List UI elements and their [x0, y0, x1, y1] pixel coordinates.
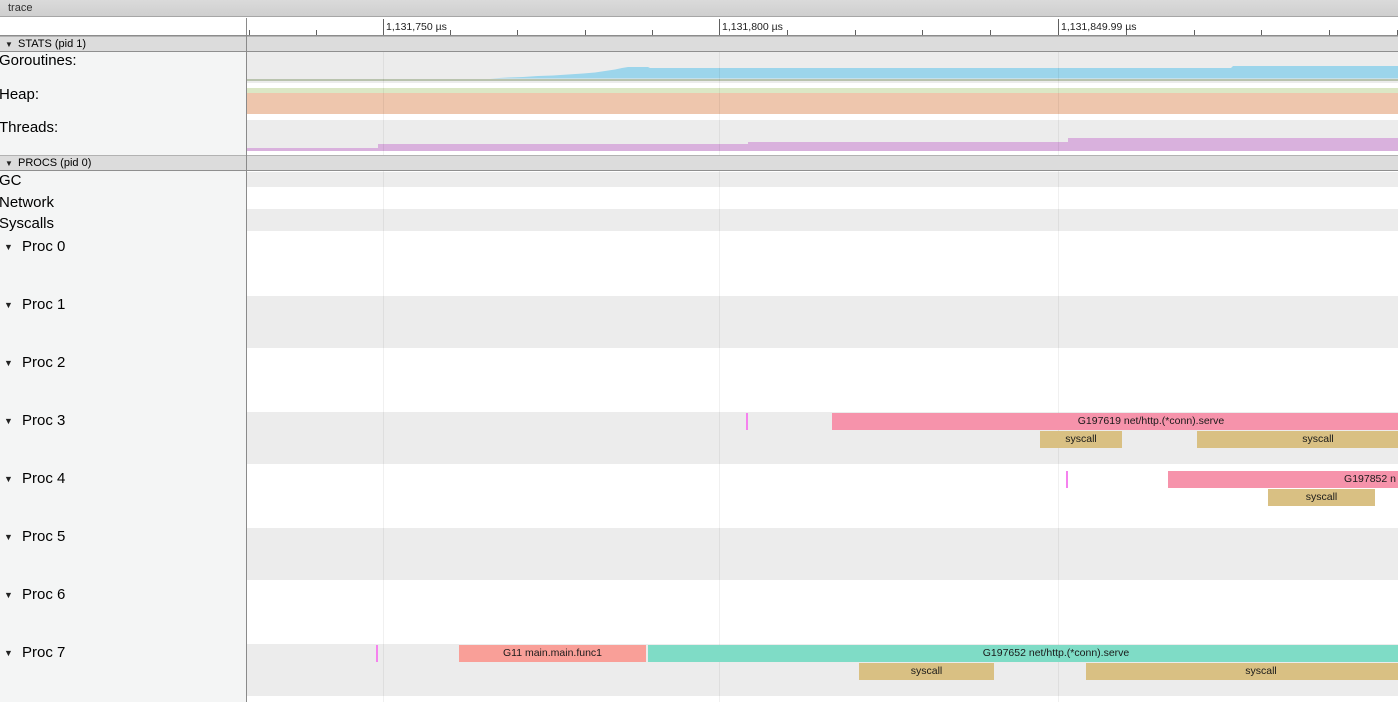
collapse-arrow-icon[interactable]: ▼ [4, 416, 13, 426]
collapse-arrow-icon[interactable]: ▼ [4, 532, 13, 542]
goroutines-area-chart[interactable] [246, 52, 1398, 83]
section-header-stats[interactable]: ▼ STATS (pid 1) [0, 36, 1398, 52]
threads-step-segment[interactable] [748, 141, 1068, 151]
syscall-span-label: syscall [1245, 665, 1277, 677]
collapse-arrow-icon[interactable]: ▼ [4, 242, 13, 252]
gc-lane-bg [246, 172, 1398, 187]
proc-row-label[interactable]: Proc 7 [22, 644, 66, 661]
threads-step-segment[interactable] [246, 147, 378, 151]
instant-event-marker[interactable] [1066, 471, 1068, 488]
ruler-minor-tick [922, 30, 924, 35]
goroutine-span-bar[interactable]: G11 main.main.func1 [459, 645, 646, 662]
proc-row-label[interactable]: Proc 5 [22, 528, 66, 545]
syscall-span-bar[interactable]: syscall [1086, 663, 1398, 680]
syscall-span-label: syscall [1305, 491, 1338, 503]
syscall-span-bar[interactable]: syscall [1040, 431, 1122, 448]
goroutine-span-label: G197619 net/http.(*conn).serve [1077, 415, 1225, 427]
heap-nextgc-band[interactable] [246, 88, 1398, 93]
collapse-arrow-icon: ▼ [5, 40, 13, 49]
syscall-span-bar[interactable]: syscall [859, 663, 994, 680]
ruler-minor-tick [248, 30, 250, 35]
tab-trace[interactable]: trace [8, 2, 33, 14]
section-header-procs[interactable]: ▼ PROCS (pid 0) [0, 155, 1398, 171]
ruler-minor-tick [1329, 30, 1331, 35]
ruler-minor-tick [1193, 30, 1195, 35]
syscalls-lane-bg [246, 209, 1398, 231]
goroutine-span-label: G197652 net/http.(*conn).serve [982, 647, 1130, 659]
proc-row-label[interactable]: Proc 2 [22, 354, 66, 371]
goroutine-span-bar[interactable]: G197852 n [1168, 471, 1398, 488]
collapse-arrow-icon[interactable]: ▼ [4, 474, 13, 484]
instant-event-marker[interactable] [376, 645, 378, 662]
collapse-arrow-icon[interactable]: ▼ [4, 358, 13, 368]
collapse-arrow-icon: ▼ [5, 159, 13, 168]
lane-label-network: Network [0, 193, 55, 211]
tab-bar: trace [0, 0, 1398, 17]
stat-row-label-goroutines: Goroutines: [0, 52, 77, 69]
goroutine-span-label: G11 main.main.func1 [502, 647, 603, 659]
proc-row-label[interactable]: Proc 6 [22, 586, 66, 603]
threads-step-segment[interactable] [1068, 137, 1398, 151]
section-procs-label: PROCS (pid 0) [18, 157, 92, 169]
ruler-minor-tick [786, 30, 788, 35]
goroutine-span-bar[interactable]: G197652 net/http.(*conn).serve [648, 645, 1398, 662]
syscall-span-bar[interactable]: syscall [1197, 431, 1398, 448]
lane-label-gc: GC [0, 172, 22, 189]
ruler-minor-tick [854, 30, 856, 35]
heap-allocated-band[interactable] [246, 93, 1398, 114]
ruler-tick-label: 1,131,849.99 µs [1061, 21, 1137, 33]
stats-baseline-line [246, 78, 1398, 81]
proc-row-label[interactable]: Proc 0 [22, 238, 66, 255]
timeline-gridline [1058, 36, 1059, 702]
section-stats-label: STATS (pid 1) [18, 38, 87, 50]
collapse-arrow-icon[interactable]: ▼ [4, 648, 13, 658]
collapse-arrow-icon[interactable]: ▼ [4, 300, 13, 310]
goroutine-span-label: G197852 n [1344, 473, 1396, 485]
proc-row-label[interactable]: Proc 4 [22, 470, 66, 487]
sidebar [0, 18, 246, 702]
ruler-tick-label: 1,131,750 µs [386, 21, 447, 33]
ruler-minor-tick [1125, 30, 1127, 35]
timeline-gridline [719, 36, 720, 702]
syscall-span-label: syscall [910, 665, 943, 677]
stat-row-label-heap: Heap: [0, 86, 40, 103]
ruler-major-tick [383, 19, 384, 35]
ruler-minor-tick [651, 30, 653, 35]
ruler-minor-tick [517, 30, 519, 35]
proc-region-bg [246, 528, 1398, 580]
syscall-span-label: syscall [1302, 433, 1334, 445]
proc-region-bg [246, 296, 1398, 348]
ruler-major-tick [719, 19, 720, 35]
ruler-major-tick [1058, 19, 1059, 35]
ruler-minor-tick [1261, 30, 1263, 35]
syscall-span-bar[interactable]: syscall [1268, 489, 1375, 506]
ruler-minor-tick [584, 30, 586, 35]
stat-row-label-threads: Threads: [0, 119, 59, 136]
timeline-gridline [383, 36, 384, 702]
ruler-minor-tick [450, 30, 452, 35]
threads-step-segment[interactable] [378, 144, 748, 151]
proc-row-label[interactable]: Proc 3 [22, 412, 66, 429]
instant-event-marker[interactable] [746, 413, 748, 430]
timeline-ruler: 1,131,750 µs 1,131,800 µs 1,131,849.99 µs [0, 18, 1398, 36]
proc-row-label[interactable]: Proc 1 [22, 296, 66, 313]
syscall-span-label: syscall [1065, 433, 1097, 445]
collapse-arrow-icon[interactable]: ▼ [4, 590, 13, 600]
sidebar-divider [246, 18, 247, 702]
ruler-minor-tick [315, 30, 317, 35]
ruler-tick-label: 1,131,800 µs [722, 21, 783, 33]
lane-label-syscalls: Syscalls [0, 215, 55, 232]
ruler-minor-tick [990, 30, 992, 35]
goroutine-span-bar[interactable]: G197619 net/http.(*conn).serve [832, 413, 1398, 430]
